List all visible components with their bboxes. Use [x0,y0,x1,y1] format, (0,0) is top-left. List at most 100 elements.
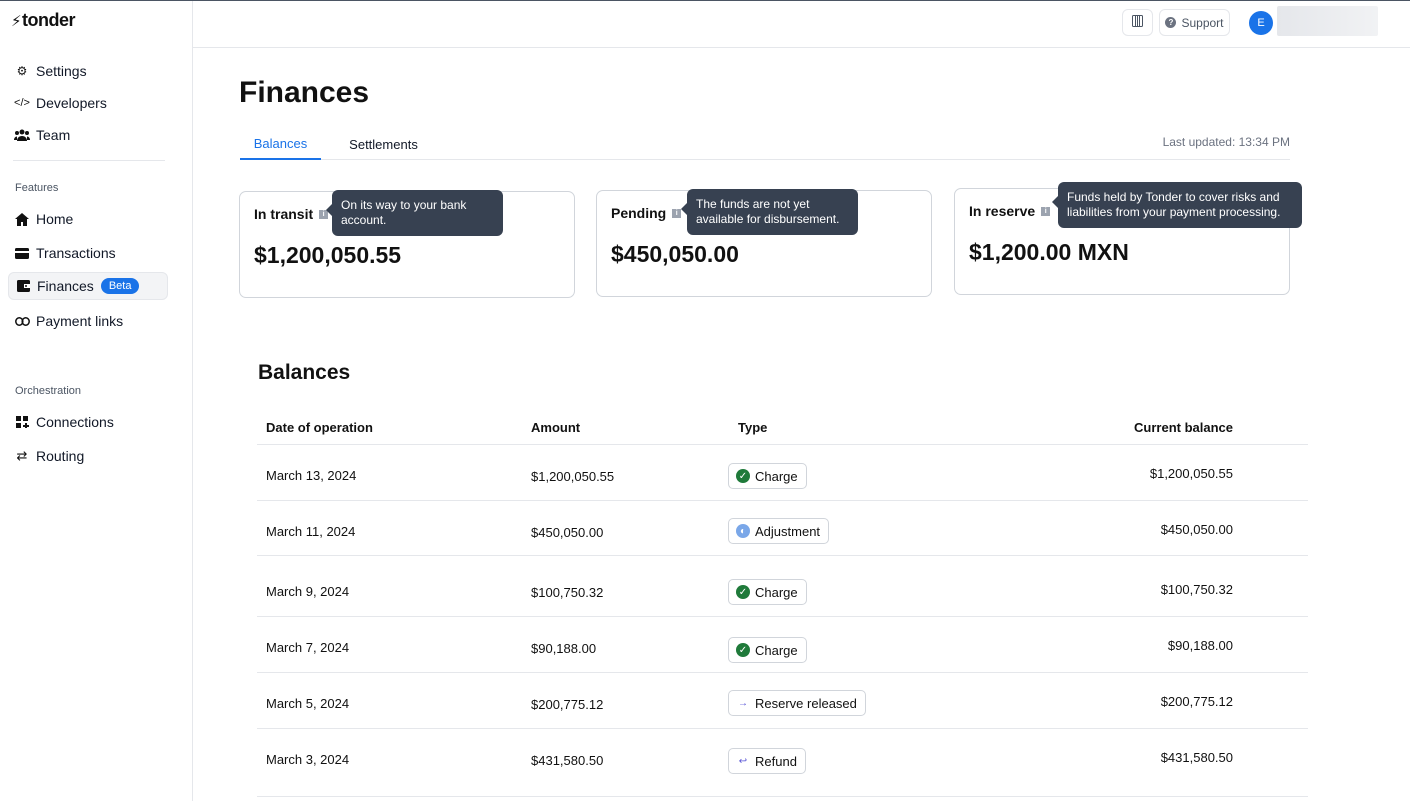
grid-icon [14,414,30,430]
sidebar-item-settings[interactable]: ⚙ Settings [8,57,168,85]
logo-text: tonder [22,10,76,30]
type-label: Charge [755,642,798,658]
card-label: In transit i [254,206,329,222]
avatar[interactable]: E [1249,11,1273,35]
sidebar-item-label: Connections [36,414,114,430]
support-button[interactable]: ? Support [1159,9,1230,36]
row-divider [257,672,1308,673]
sidebar-item-team[interactable]: Team [8,121,168,149]
bolt-icon: ⚡ [11,12,22,30]
routing-icon: ⇄ [16,448,28,463]
sidebar-item-connections[interactable]: Connections [8,408,168,436]
card-value: $450,050.00 [611,241,739,267]
cell-balance: $200,775.12 [1160,694,1233,709]
sidebar-item-label: Home [36,211,74,227]
last-updated: Last updated: 13:34 PM [1162,135,1290,149]
cell-date: March 11, 2024 [266,524,356,539]
check-circle-icon: ✓ [736,469,750,483]
type-label: Refund [755,753,797,769]
cell-date: March 3, 2024 [266,752,350,767]
cell-amount: $90,188.00 [531,641,597,656]
header-divider [257,444,1308,445]
support-label: Support [1181,15,1224,30]
card-value: $1,200,050.55 [254,242,402,268]
cell-amount: $200,775.12 [531,697,604,712]
balances-section-title: Balances [258,361,351,384]
cell-amount: $100,750.32 [531,585,604,600]
column-header-date[interactable]: Date of operation [266,420,373,435]
cell-date: March 7, 2024 [266,640,350,655]
cell-date: March 13, 2024 [266,468,357,483]
gear-icon: ⚙ [16,64,28,78]
tab-settlements[interactable]: Settlements [349,137,418,152]
sidebar-item-routing[interactable]: ⇄ Routing [8,442,168,470]
card-value: $1,200.00 MXN [969,239,1129,265]
cell-balance: $1,200,050.55 [1149,466,1233,481]
cell-date: March 5, 2024 [266,696,350,711]
cell-amount: $450,050.00 [531,525,604,540]
type-label: Charge [755,468,798,484]
tab-balances[interactable]: Balances [240,129,321,160]
check-circle-icon: ✓ [736,585,750,599]
sidebar-item-label: Developers [36,95,107,111]
type-label: Reserve released [755,695,857,711]
row-divider [257,728,1308,729]
column-header-type[interactable]: Type [738,420,768,435]
type-badge: ↩ Refund [728,748,806,774]
sidebar-item-payment-links[interactable]: Payment links [8,307,168,335]
sidebar-item-label: Transactions [36,245,116,261]
sidebar: ⚡ tonder ⚙ Settings </> Developers Team … [0,1,193,801]
cell-balance: $431,580.50 [1160,750,1233,765]
user-name-redacted[interactable] [1277,6,1378,36]
type-badge: → Reserve released [728,690,866,716]
card-label: Pending i [611,205,682,221]
type-label: Charge [755,584,798,600]
sidebar-item-developers[interactable]: </> Developers [8,89,168,117]
tooltip-in-reserve: Funds held by Tonder to cover risks and … [1052,182,1302,228]
sidebar-item-label: Routing [36,448,85,464]
type-badge: ✓ Charge [728,579,807,605]
tab-bar: Balances Settlements Last updated: 13:34… [240,129,1290,160]
column-header-amount[interactable]: Amount [531,420,581,435]
card-label-text: Pending [611,205,667,221]
cell-amount: $431,580.50 [531,753,604,768]
tooltip-in-transit: On its way to your bank account. [326,190,503,236]
top-header: ? Support E [193,1,1410,48]
row-divider [257,796,1308,797]
docs-button[interactable] [1122,9,1153,36]
info-icon[interactable]: i [1041,206,1051,216]
card-icon [14,245,30,261]
info-icon[interactable]: i [319,209,329,219]
section-heading-orchestration: Orchestration [15,385,82,397]
type-badge: ✓ Charge [728,463,807,489]
top-border [0,0,1410,1]
type-badge: ◐ Adjustment [728,518,830,544]
wallet-icon [15,278,31,294]
arrow-right-icon: → [738,697,748,709]
info-icon[interactable]: i [672,208,682,218]
row-divider [257,555,1308,556]
check-circle-icon: ✓ [736,643,750,657]
cell-amount: $1,200,050.55 [531,469,615,484]
sidebar-item-transactions[interactable]: Transactions [8,239,168,267]
column-header-current-balance[interactable]: Current balance [1134,420,1233,435]
team-icon [14,127,30,143]
sidebar-item-label: Payment links [36,313,124,329]
tonder-logo[interactable]: ⚡ tonder [11,10,76,31]
row-divider [257,500,1308,501]
link-icon [14,313,30,329]
sidebar-item-label: Finances [37,278,94,294]
type-badge: ✓ Charge [728,637,807,663]
sidebar-item-home[interactable]: Home [8,205,168,233]
page-title: Finances [239,76,370,109]
sidebar-item-finances[interactable]: Finances Beta [8,272,168,300]
cell-balance: $100,750.32 [1160,582,1233,597]
sidebar-item-label: Settings [36,63,87,79]
home-icon [14,211,30,227]
type-label: Adjustment [755,523,821,539]
code-icon: </> [14,97,30,109]
cell-balance: $90,188.00 [1167,638,1233,653]
cell-date: March 9, 2024 [266,584,350,599]
sidebar-divider [13,160,165,161]
card-label-text: In reserve [969,203,1036,219]
